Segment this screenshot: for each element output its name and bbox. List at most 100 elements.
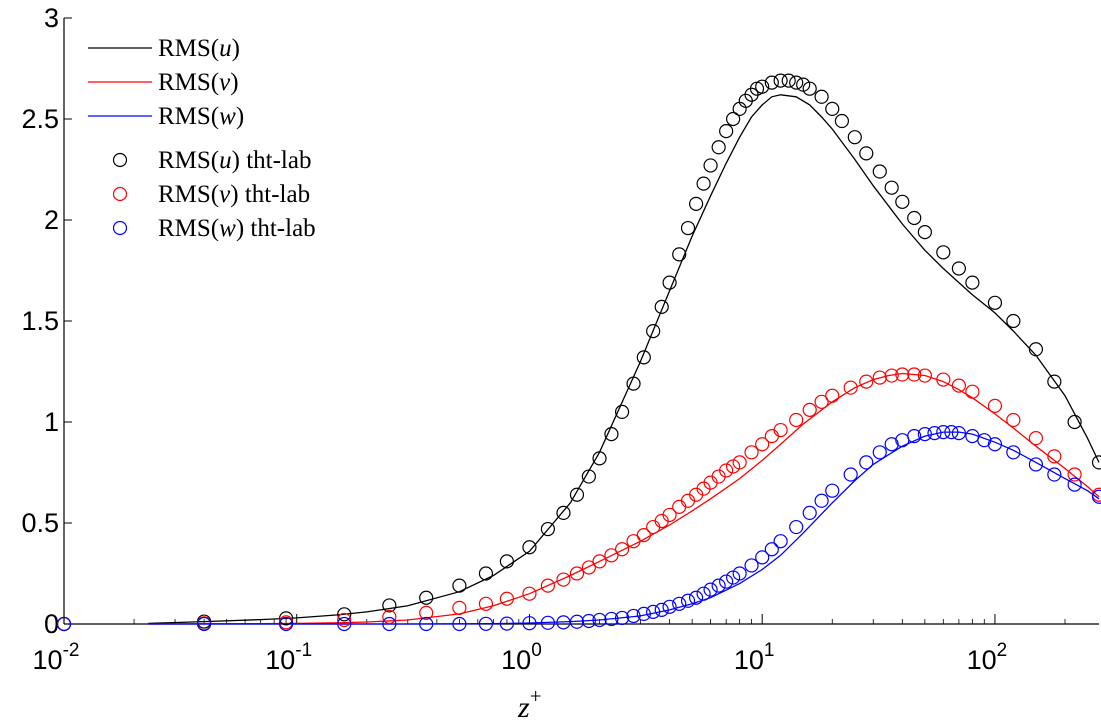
marker-4-11 <box>556 572 571 587</box>
marker-3-19 <box>646 324 661 339</box>
marker-4-53 <box>1067 467 1082 482</box>
y-tick-label-0: 0 <box>44 609 59 639</box>
marker-5-14 <box>592 612 607 628</box>
ticks-layer: 0 0.5 1 1.5 2 2.5 3 10-2 10-1 100 101 102 <box>21 3 1066 675</box>
marker-5-10 <box>540 615 555 630</box>
marker-4-50 <box>1006 412 1021 428</box>
marker-3-23 <box>680 220 696 236</box>
x-tick-label-0: 10-2 <box>33 640 80 675</box>
marker-5-12 <box>569 614 585 629</box>
marker-4-18 <box>636 528 651 543</box>
marker-4-13 <box>581 560 596 575</box>
marker-5-2 <box>278 616 294 632</box>
marker-4-42 <box>884 368 899 383</box>
marker-3-22 <box>672 247 687 262</box>
marker-5-33 <box>764 542 779 557</box>
marker-5-47 <box>936 425 951 440</box>
marker-4-5 <box>419 605 434 620</box>
marker-3-57 <box>1047 374 1062 389</box>
marker-5-23 <box>680 593 696 608</box>
marker-4-34 <box>773 422 788 438</box>
marker-5-19 <box>646 604 661 619</box>
marker-3-45 <box>859 146 874 161</box>
marker-5-16 <box>614 610 630 626</box>
marker-4-12 <box>569 566 585 581</box>
marker-5-15 <box>604 611 619 627</box>
y-tick-label-5: 2.5 <box>21 104 59 134</box>
marker-3-25 <box>696 176 711 191</box>
marker-3-3 <box>337 607 352 622</box>
marker-3-49 <box>907 210 922 226</box>
marker-3-54 <box>987 295 1003 310</box>
marker-4-9 <box>522 586 537 601</box>
legend-label-4: RMS(v) tht-lab <box>158 181 310 208</box>
marker-5-1 <box>197 616 212 632</box>
marker-3-47 <box>884 180 899 195</box>
marker-5-41 <box>872 445 887 460</box>
marker-4-48 <box>965 384 980 399</box>
marker-4-19 <box>646 519 661 535</box>
marker-3-29 <box>726 111 741 127</box>
marker-3-43 <box>834 113 849 129</box>
x-axis-title-var: z <box>517 691 530 722</box>
marker-3-12 <box>569 487 585 502</box>
marker-5-28 <box>719 574 734 589</box>
marker-4-16 <box>614 542 630 557</box>
marker-4-49 <box>987 398 1003 413</box>
marker-3-16 <box>614 404 630 419</box>
marker-4-37 <box>814 394 829 409</box>
marker-3-2 <box>278 611 294 626</box>
legend-swatch-5 <box>112 220 128 236</box>
legend-label-1: RMS(v) <box>158 69 239 96</box>
legend-label-3: RMS(u) tht-lab <box>158 147 311 174</box>
series-line-2 <box>148 431 1100 625</box>
x-tick-label-4: 102 <box>967 640 1008 675</box>
y-tick-label-3: 1.5 <box>21 306 59 336</box>
marker-3-26 <box>703 158 718 173</box>
marker-4-40 <box>859 374 874 389</box>
marker-4-45 <box>917 368 932 383</box>
marker-3-36 <box>773 73 788 88</box>
marker-4-28 <box>719 463 734 478</box>
marker-5-37 <box>814 493 829 508</box>
marker-3-42 <box>825 101 840 117</box>
marker-3-35 <box>764 75 779 90</box>
marker-3-55 <box>1006 313 1021 329</box>
marker-5-34 <box>773 534 788 549</box>
marker-3-41 <box>814 89 829 104</box>
series-line-1 <box>148 372 1100 625</box>
y-tick-label-6: 3 <box>44 3 59 33</box>
marker-3-59 <box>1091 455 1101 470</box>
marker-5-5 <box>419 616 434 632</box>
marker-4-51 <box>1028 431 1044 446</box>
marker-5-20 <box>654 602 669 617</box>
x-axis-title: z+ <box>517 684 542 722</box>
x-tick-label-1: 10-1 <box>265 640 312 675</box>
marker-5-48 <box>944 425 959 440</box>
marker-3-52 <box>951 261 966 276</box>
marker-4-6 <box>452 600 467 615</box>
series-markers <box>56 73 1101 632</box>
marker-5-35 <box>789 519 804 535</box>
marker-4-22 <box>672 499 687 514</box>
marker-3-51 <box>936 245 951 260</box>
marker-4-15 <box>604 548 619 563</box>
x-tick-label-2: 100 <box>501 640 542 675</box>
marker-3-17 <box>626 376 641 391</box>
marker-4-14 <box>592 554 607 569</box>
marker-4-44 <box>907 367 922 382</box>
y-tick-label-1: 0.5 <box>21 508 59 538</box>
marker-3-56 <box>1028 342 1044 357</box>
marker-3-48 <box>895 194 910 209</box>
marker-5-44 <box>907 429 922 444</box>
marker-3-20 <box>654 299 669 314</box>
marker-5-55 <box>1047 467 1062 482</box>
marker-3-38 <box>789 75 804 90</box>
marker-4-8 <box>499 591 515 606</box>
marker-5-25 <box>696 586 711 601</box>
marker-4-7 <box>478 596 494 611</box>
marker-4-21 <box>662 507 677 523</box>
marker-5-26 <box>703 582 718 597</box>
marker-3-24 <box>689 196 704 211</box>
